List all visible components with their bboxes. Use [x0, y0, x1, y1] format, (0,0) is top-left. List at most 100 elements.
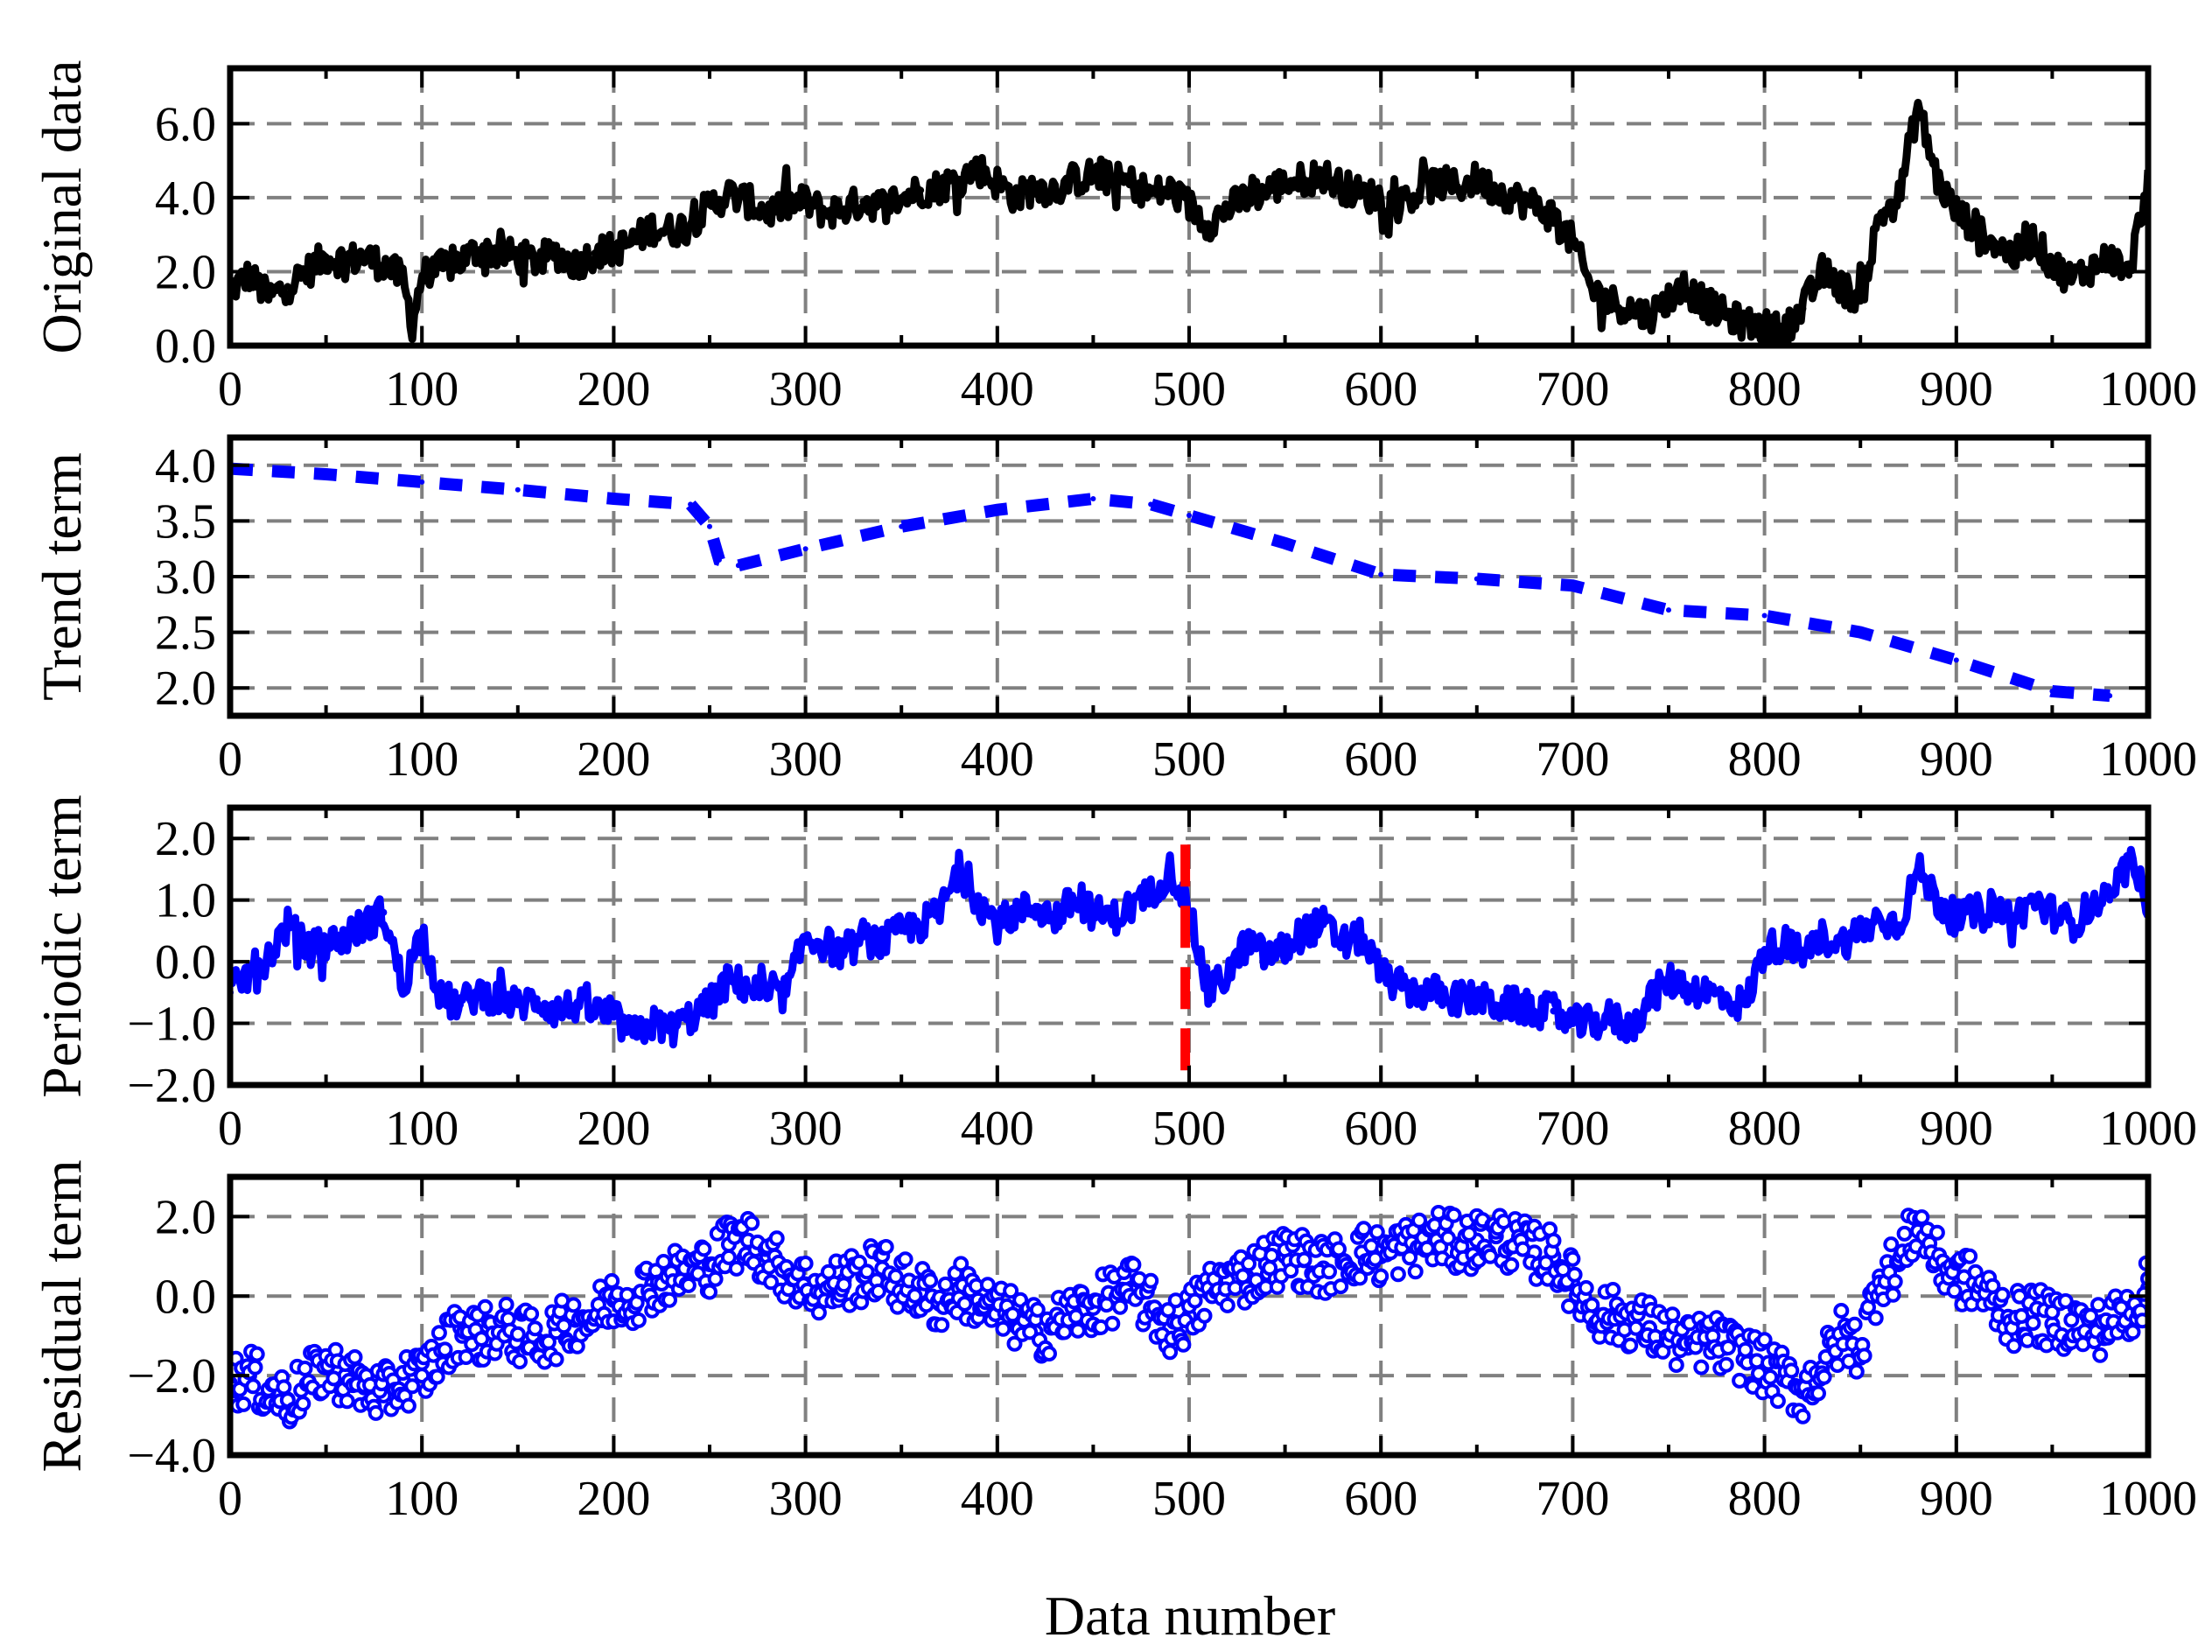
data-point-original [380, 261, 388, 269]
x-tick-label: 800 [1728, 732, 1802, 787]
y-tick-label: 3.0 [155, 550, 216, 605]
data-point-periodic [1741, 1001, 1749, 1009]
data-point-original [1204, 220, 1212, 228]
x-tick-label: 700 [1536, 732, 1609, 787]
data-point-original [2029, 234, 2037, 242]
data-point-original [1320, 172, 1327, 179]
data-point-trend [1148, 501, 1154, 508]
scatter-point-residual [1605, 1282, 1621, 1298]
data-point-original [457, 256, 465, 264]
data-point-periodic [1109, 914, 1116, 922]
x-tick-label: 600 [1344, 732, 1418, 787]
scatter-point-residual [1112, 1298, 1129, 1315]
scatter-point-residual [1029, 1301, 1046, 1318]
series-line-original [230, 98, 2148, 346]
y-tick-label: −4.0 [127, 1429, 216, 1483]
x-tick-label: 200 [577, 1472, 650, 1526]
data-point-periodic [878, 939, 886, 947]
scatter-point-residual [339, 1393, 355, 1410]
data-point-periodic [264, 952, 272, 960]
data-point-periodic [399, 983, 407, 990]
scatter-point-residual [1810, 1385, 1826, 1402]
scatter-point-residual [696, 1241, 712, 1257]
scatter-point-residual [540, 1334, 556, 1350]
scatter-point-residual [1006, 1335, 1023, 1352]
scatter-point-residual [1003, 1283, 1019, 1299]
data-point-periodic [1550, 1007, 1558, 1015]
data-point-original [2048, 261, 2056, 269]
x-tick-label: 300 [769, 732, 843, 787]
data-point-original [1377, 193, 1385, 201]
data-point-periodic [1262, 952, 1270, 960]
data-point-original [1780, 327, 1788, 335]
data-point-original [840, 205, 848, 213]
data-point-periodic [802, 933, 809, 941]
data-point-original [341, 256, 349, 264]
data-point-periodic [514, 1001, 522, 1009]
x-tick-label: 700 [1536, 1472, 1609, 1526]
data-point-original [878, 201, 886, 209]
data-point-original [1109, 175, 1116, 183]
x-tick-label: 700 [1536, 1102, 1609, 1156]
scatter-point-residual [1537, 1255, 1554, 1271]
scatter-point-residual [400, 1397, 416, 1414]
data-point-periodic [571, 1001, 579, 1009]
data-point-periodic [1607, 1013, 1615, 1021]
scatter-point-residual [2013, 1308, 2030, 1324]
data-point-original [2068, 275, 2076, 283]
data-point-original [1876, 213, 1884, 220]
data-point-periodic [1070, 896, 1078, 904]
x-tick-label: 400 [961, 1102, 1034, 1156]
data-point-original [1186, 201, 1193, 209]
data-point-periodic [648, 1019, 656, 1027]
data-point-periodic [1242, 939, 1250, 947]
scatter-point-residual [1125, 1256, 1142, 1273]
scatter-point-residual [565, 1297, 582, 1313]
data-point-trend [2049, 689, 2055, 695]
data-point-trend [1953, 657, 1959, 663]
data-point-periodic [1530, 1007, 1538, 1015]
x-tick-label: 100 [385, 1102, 458, 1156]
x-tick-label: 0 [218, 362, 242, 416]
data-point-original [1646, 312, 1654, 320]
data-point-periodic [2029, 896, 2037, 904]
scatter-point-residual [906, 1287, 923, 1304]
data-point-periodic [1991, 902, 1998, 910]
scatter-point-residual [1946, 1283, 1963, 1299]
data-point-periodic [591, 1007, 598, 1015]
data-point-periodic [1646, 995, 1654, 1003]
data-point-periodic [1453, 995, 1461, 1003]
scatter-point-residual [1668, 1357, 1684, 1373]
scatter-point-residual [326, 1370, 342, 1387]
data-point-original [438, 264, 445, 272]
data-point-original [1971, 223, 1979, 231]
scatter-point-residual [404, 1378, 421, 1395]
scatter-point-residual [836, 1277, 852, 1293]
x-tick-label: 900 [1920, 1102, 1993, 1156]
scatter-point-residual [1756, 1332, 1773, 1348]
data-point-periodic [418, 927, 426, 934]
data-point-trend [2107, 693, 2113, 699]
scatter-point-residual [1159, 1302, 1176, 1319]
x-tick-label: 900 [1920, 1472, 1993, 1526]
data-point-periodic [1511, 1001, 1519, 1009]
scatter-point-residual [1446, 1207, 1462, 1223]
x-tick-label: 600 [1344, 1472, 1418, 1526]
scatter-point-residual [937, 1276, 954, 1292]
data-point-original [782, 201, 790, 209]
data-point-original [1012, 193, 1020, 201]
scatter-point-residual [1411, 1212, 1427, 1228]
x-tick-label: 1000 [2099, 732, 2197, 787]
data-point-original [399, 275, 407, 283]
scatter-point-residual [1867, 1310, 1884, 1326]
data-point-original [1453, 183, 1461, 191]
data-point-original [802, 198, 809, 206]
scatter-point-residual [297, 1361, 313, 1376]
data-point-periodic [380, 908, 388, 916]
data-point-periodic [1204, 989, 1212, 997]
scatter-point-residual [498, 1296, 514, 1312]
scatter-point-residual [1622, 1337, 1639, 1354]
scatter-point-residual [810, 1305, 827, 1321]
series-line-trend [230, 462, 2110, 703]
x-tick-label: 500 [1152, 1472, 1226, 1526]
